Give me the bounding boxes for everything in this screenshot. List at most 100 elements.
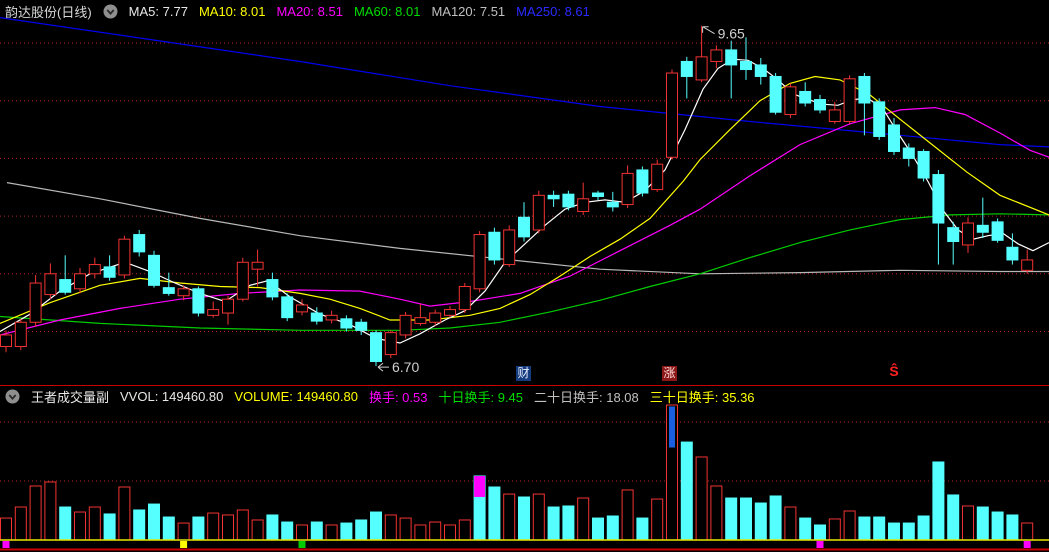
candle[interactable] [133,229,146,257]
volume-bar[interactable] [399,517,412,541]
volume-bar[interactable] [118,486,131,541]
volume-bar[interactable] [325,524,338,541]
candle[interactable] [355,318,368,335]
candle[interactable] [503,225,516,267]
candle[interactable] [473,231,486,293]
volume-bar[interactable] [666,404,678,541]
volume-bar[interactable] [888,522,900,541]
candle[interactable] [325,310,338,324]
volume-bar[interactable] [828,518,841,541]
volume-bar[interactable] [680,441,693,541]
candle[interactable] [651,159,664,192]
candle[interactable] [1021,249,1034,274]
candle[interactable] [251,249,264,287]
candle[interactable] [592,190,604,200]
volume-bar[interactable] [29,485,42,541]
volume-bar[interactable] [769,495,782,541]
volume-bar[interactable] [133,509,146,541]
candle[interactable] [577,182,590,215]
candle[interactable] [976,197,989,239]
volume-bar[interactable] [843,510,856,541]
volume-bar[interactable] [14,506,27,541]
volume-bar[interactable] [414,524,427,541]
volume-bar[interactable] [222,514,234,541]
candle[interactable] [962,217,974,254]
volume-bar[interactable] [577,497,590,541]
candle[interactable] [399,311,412,339]
volume-bar[interactable] [710,485,723,541]
candle[interactable] [370,330,382,367]
candle[interactable] [606,191,619,212]
volume-bar[interactable] [947,494,960,541]
candle[interactable] [162,272,175,296]
volume-bar[interactable] [429,521,442,541]
volume-bar[interactable] [695,456,708,541]
volume-bar[interactable] [473,475,486,541]
candle[interactable] [429,309,442,326]
volume-bar[interactable] [636,517,649,541]
volume-bar[interactable] [162,516,175,541]
candle[interactable] [754,58,767,85]
volume-bar[interactable] [148,503,160,541]
candle[interactable] [562,190,575,211]
volume-bar[interactable] [340,522,353,541]
candle[interactable] [769,73,782,115]
volume-bar[interactable] [725,497,738,541]
candle[interactable] [177,285,190,301]
candle[interactable] [310,307,323,325]
candle[interactable] [858,73,871,136]
volume-bar[interactable] [606,515,619,541]
candle[interactable] [902,143,915,167]
volume-bar[interactable] [192,516,205,541]
volume-bar[interactable] [518,496,530,541]
volume-bar[interactable] [59,506,72,541]
candle[interactable] [621,165,634,209]
candle[interactable] [828,101,841,124]
volume-bar[interactable] [873,516,886,541]
candle[interactable] [1006,233,1019,265]
volume-bar[interactable] [310,521,323,541]
candle[interactable] [88,257,101,279]
candle[interactable] [488,227,501,265]
candle[interactable] [444,306,456,318]
volume-bar[interactable] [74,511,86,541]
candle[interactable] [710,45,723,69]
candle[interactable] [873,98,886,140]
candle[interactable] [192,286,205,317]
volume-bar[interactable] [784,506,797,541]
volume-bar[interactable] [991,511,1004,541]
volume-bar[interactable] [0,517,12,541]
candle[interactable] [636,166,649,197]
volume-bar[interactable] [296,524,308,541]
volume-bar[interactable] [932,461,945,541]
volume-bar[interactable] [621,489,634,541]
candle[interactable] [666,69,678,160]
volume-bar[interactable] [103,513,116,541]
volume-bar[interactable] [902,522,915,541]
candle[interactable] [888,118,900,155]
candle[interactable] [29,274,42,327]
volume-bar[interactable] [266,514,279,541]
volume-bar[interactable] [858,516,871,541]
candle[interactable] [44,263,57,300]
candle[interactable] [680,56,693,99]
candle[interactable] [0,330,12,353]
volume-bar[interactable] [236,509,249,541]
collapse-chevron-icon[interactable] [103,4,118,19]
candle[interactable] [266,272,279,301]
volume-bar[interactable] [1006,514,1019,541]
candle[interactable] [384,330,397,359]
volume-bar[interactable] [799,517,812,541]
candle[interactable] [74,268,86,294]
volume-bar[interactable] [814,524,826,541]
candle[interactable] [340,315,353,332]
volume-bar[interactable] [458,519,471,541]
volume-bar[interactable] [355,519,368,541]
volume-bar[interactable] [754,502,767,541]
candle[interactable] [458,283,471,314]
candle[interactable] [222,295,234,325]
candle[interactable] [207,301,220,318]
collapse-chevron-icon[interactable] [5,389,20,404]
candle[interactable] [843,75,856,124]
candle[interactable] [547,190,560,207]
